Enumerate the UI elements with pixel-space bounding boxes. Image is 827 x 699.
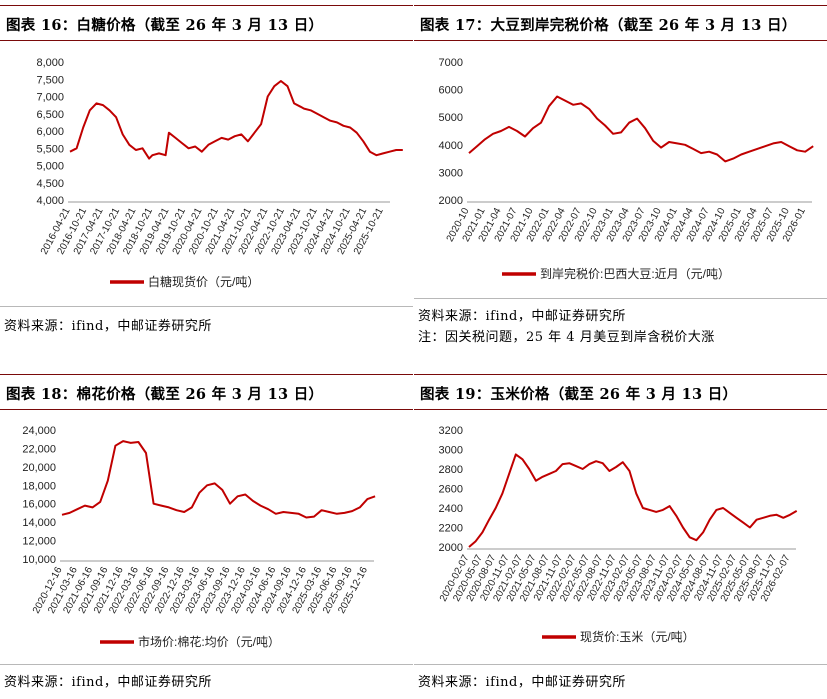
y-tick-label: 6,500 xyxy=(36,109,64,121)
y-tick-label: 10,000 xyxy=(22,554,56,566)
y-tick-label: 2200 xyxy=(439,523,463,535)
y-tick-label: 20,000 xyxy=(22,462,56,474)
y-tick-label: 2000 xyxy=(439,195,463,207)
corn-chart-header: 图表 19：玉米价格（截至 26 年 3 月 13 日） xyxy=(414,374,827,410)
y-tick-label: 4,000 xyxy=(36,195,64,207)
sugar-chart-header: 图表 16：白糖价格（截至 26 年 3 月 13 日） xyxy=(0,5,413,41)
soybean-price-panel: 图表 17：大豆到岸完税价格（截至 26 年 3 月 13 日） 7000 600… xyxy=(414,0,827,345)
soybean-chart-header: 图表 17：大豆到岸完税价格（截至 26 年 3 月 13 日） xyxy=(414,5,827,41)
corn-chart-source: 资料来源：ifind，中邮证券研究所 xyxy=(418,675,626,690)
y-tick-label: 8,000 xyxy=(36,57,64,69)
y-tick-label: 5000 xyxy=(439,112,463,124)
soybean-price-chart: 7000600050004000300020002020-102021-0120… xyxy=(439,57,814,281)
legend-label: 现货价:玉米（元/吨） xyxy=(580,629,695,644)
legend-label: 到岸完税价:巴西大豆:近月（元/吨） xyxy=(540,266,730,281)
corn-chart-title: 图表 19：玉米价格（截至 26 年 3 月 13 日） xyxy=(420,386,738,403)
y-tick-label: 7,000 xyxy=(36,92,64,104)
sugar-price-chart: 8,000 7,500 7,000 6,500 6,000 5,500 5,000 4,500… xyxy=(36,57,403,289)
y-tick-label: 2400 xyxy=(439,503,463,515)
cotton-chart-source: 资料来源：ifind，中邮证券研究所 xyxy=(4,675,212,690)
y-tick-label: 3000 xyxy=(439,445,463,457)
corn-price-panel: 图表 19：玉米价格（截至 26 年 3 月 13 日） 3200 3000 280… xyxy=(414,370,827,698)
series-line xyxy=(468,95,814,163)
y-tick-label: 7,500 xyxy=(36,74,64,86)
soybean-chart-source: 资料来源：ifind，中邮证券研究所 xyxy=(418,309,626,324)
sugar-chart-title: 图表 16：白糖价格（截至 26 年 3 月 13 日） xyxy=(6,17,324,34)
soybean-chart-title: 图表 17：大豆到岸完税价格（截至 26 年 3 月 13 日） xyxy=(420,17,797,34)
sugar-chart-footer: 资料来源：ifind，中邮证券研究所 xyxy=(0,306,413,343)
y-tick-label: 3200 xyxy=(439,425,463,437)
y-tick-label: 2800 xyxy=(439,464,463,476)
cotton-chart-footer: 资料来源：ifind，中邮证券研究所 xyxy=(0,664,413,699)
legend-label: 市场价:棉花:均价（元/吨） xyxy=(138,634,280,649)
soybean-chart-note: 注：因关税问题，25 年 4 月美豆到岸含税价大涨 xyxy=(418,330,715,345)
y-tick-label: 2000 xyxy=(439,542,463,554)
cotton-chart-header: 图表 18：棉花价格（截至 26 年 3 月 13 日） xyxy=(0,374,413,410)
sugar-chart-source: 资料来源：ifind，中邮证券研究所 xyxy=(4,319,212,334)
soybean-chart-footer: 资料来源：ifind，中邮证券研究所 注：因关税问题，25 年 4 月美豆到岸含… xyxy=(414,298,827,347)
cotton-price-panel: 图表 18：棉花价格（截至 26 年 3 月 13 日） 24,000 22,00… xyxy=(0,370,413,698)
y-tick-label: 3000 xyxy=(439,167,463,179)
corn-price-chart: 32003000280026002400220020002020-02-0720… xyxy=(438,425,798,644)
y-tick-label: 6000 xyxy=(439,85,463,97)
y-tick-label: 22,000 xyxy=(22,443,56,455)
y-tick-label: 5,500 xyxy=(36,143,64,155)
y-tick-label: 5,000 xyxy=(36,161,64,173)
legend-label: 白糖现货价（元/吨） xyxy=(148,274,259,289)
y-tick-label: 4000 xyxy=(439,140,463,152)
y-tick-label: 24,000 xyxy=(22,425,56,437)
y-tick-label: 7000 xyxy=(439,57,463,69)
cotton-price-chart: 24,000 22,000 20,000 18,000 16,000 14,000 12,0… xyxy=(22,425,376,649)
corn-chart-footer: 资料来源：ifind，中邮证券研究所 xyxy=(414,664,827,699)
y-tick-label: 2600 xyxy=(439,484,463,496)
series-line xyxy=(69,80,403,160)
y-tick-label: 18,000 xyxy=(22,480,56,492)
y-tick-label: 16,000 xyxy=(22,499,56,511)
y-tick-label: 12,000 xyxy=(22,536,56,548)
y-tick-label: 4,500 xyxy=(36,178,64,190)
y-tick-label: 6,000 xyxy=(36,126,64,138)
series-line xyxy=(468,453,798,548)
series-line xyxy=(61,440,376,519)
cotton-chart-title: 图表 18：棉花价格（截至 26 年 3 月 13 日） xyxy=(6,386,324,403)
y-tick-label: 14,000 xyxy=(22,517,56,529)
sugar-price-panel: 图表 16：白糖价格（截至 26 年 3 月 13 日） 8,000 7,500 7… xyxy=(0,0,413,345)
